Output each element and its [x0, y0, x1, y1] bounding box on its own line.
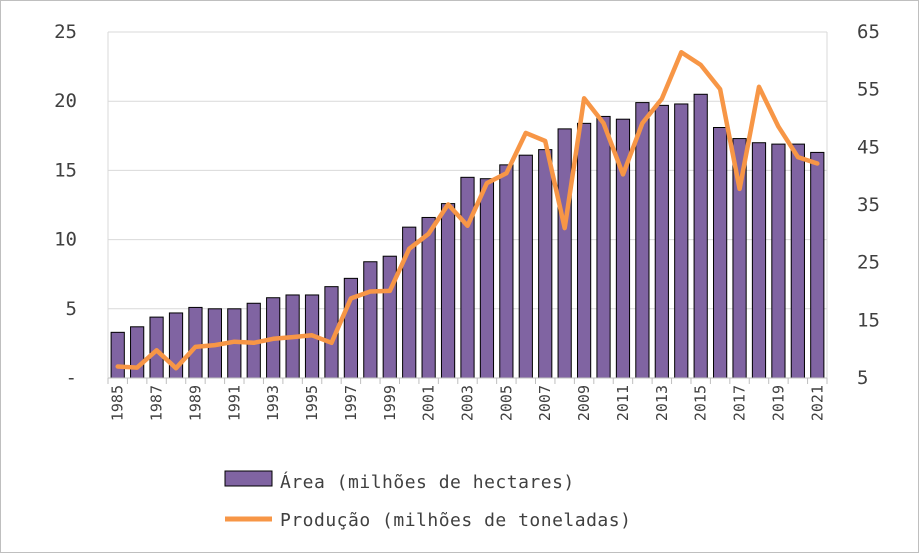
right-tick-label: 55 — [857, 79, 880, 101]
x-tick-label-2021: 2021 — [808, 385, 826, 421]
right-tick-label: 45 — [857, 136, 880, 158]
x-tick-label-2005: 2005 — [497, 385, 515, 421]
legend-label-area: Área (milhões de hectares) — [280, 471, 575, 493]
bar-1999 — [382, 255, 397, 379]
legend-swatch-area — [224, 470, 273, 487]
bar-1997 — [343, 277, 359, 379]
x-tick-label-2013: 2013 — [653, 385, 671, 421]
legend: Área (milhões de hectares) Produção (mil… — [224, 470, 631, 531]
x-tick-label-2003: 2003 — [459, 385, 477, 421]
bar-2003 — [460, 176, 475, 379]
left-tick-label: 20 — [54, 90, 77, 112]
x-tick-label-1987: 1987 — [148, 385, 166, 421]
bar-1985 — [110, 331, 125, 379]
left-tick-label: 10 — [54, 229, 77, 251]
bar-2007 — [538, 149, 553, 379]
bar-1986 — [130, 326, 145, 379]
x-tick-label-1989: 1989 — [186, 385, 204, 421]
bar-2016 — [713, 126, 728, 379]
bar-2002 — [440, 203, 456, 379]
production-line — [115, 49, 820, 371]
left-tick-label: 25 — [54, 21, 77, 43]
x-tick-label-2001: 2001 — [420, 385, 438, 421]
bar-2012 — [635, 102, 650, 379]
x-tick-label-1993: 1993 — [264, 385, 282, 421]
x-tick-label-2017: 2017 — [731, 385, 749, 421]
x-tick-label-1985: 1985 — [109, 385, 127, 421]
x-axis-ticks: 1985 1987 1989 1991 1993 1995 1997 1999 2001 2003… — [109, 385, 827, 421]
x-tick-label-2007: 2007 — [536, 385, 554, 421]
left-tick-label: 5 — [66, 298, 77, 320]
bar-1989 — [188, 306, 203, 379]
right-tick-label: 35 — [857, 194, 880, 216]
bar-2014 — [674, 103, 689, 379]
x-tick-label-1997: 1997 — [342, 385, 360, 421]
right-tick-label: 25 — [857, 252, 880, 274]
right-tick-label: 15 — [857, 309, 880, 331]
bar-2020 — [790, 143, 805, 379]
bar-2005 — [499, 164, 514, 379]
right-axis-ticks: 5 15 25 35 45 55 65 — [857, 21, 880, 389]
left-tick-label: 15 — [54, 159, 77, 181]
bar-2008 — [557, 128, 572, 379]
x-tick-label-2019: 2019 — [769, 385, 787, 421]
left-tick-label: - — [66, 367, 77, 389]
x-tick-label-2011: 2011 — [614, 385, 632, 421]
axes — [107, 32, 828, 384]
bar-2019 — [771, 143, 786, 379]
x-tick-label-1995: 1995 — [303, 385, 321, 421]
production-polyline — [115, 49, 820, 371]
bar-2015 — [693, 93, 708, 379]
bar-2013 — [654, 104, 669, 379]
x-tick-label-1991: 1991 — [225, 385, 243, 421]
x-tick-label-1999: 1999 — [381, 385, 399, 421]
bar-2018 — [751, 142, 767, 379]
area-bars — [110, 93, 825, 379]
left-axis-ticks: - 5 10 15 20 25 — [54, 21, 77, 389]
x-tick-label-2015: 2015 — [692, 385, 710, 421]
bar-2001 — [421, 216, 436, 379]
bar-2004 — [479, 178, 495, 379]
right-tick-label: 5 — [857, 367, 868, 389]
bar-2021 — [810, 151, 825, 379]
bar-2010 — [596, 115, 611, 379]
bar-1987 — [149, 316, 164, 379]
bar-2006 — [518, 154, 533, 379]
legend-label-production: Produção (milhões de toneladas) — [280, 510, 631, 531]
x-tick-label-2009: 2009 — [575, 385, 593, 421]
right-tick-label: 65 — [857, 21, 880, 43]
bar-2009 — [576, 122, 592, 379]
bar-1998 — [363, 261, 378, 379]
